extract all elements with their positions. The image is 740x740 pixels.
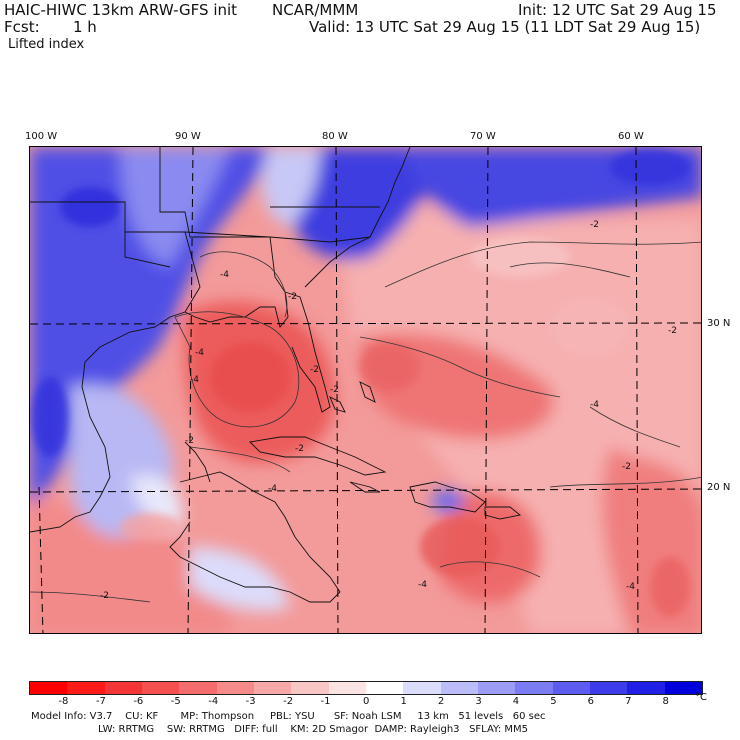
colorbar-segment (141, 682, 180, 694)
colorbar-segment (664, 682, 702, 694)
map-canvas: -4 -4 -2 -2 -4 -2 -2 -2 -4 -4 -2 -4 -2 -… (30, 147, 701, 633)
lat-label-30n: 30 N (707, 318, 731, 329)
colorbar-tick-label: -6 (133, 696, 144, 707)
colorbar-segment (179, 682, 217, 694)
contour-label: -2 (590, 220, 599, 230)
colorbar-tick-label: 7 (625, 696, 632, 707)
contour-label: -4 (195, 348, 204, 358)
colorbar-tick-label: -1 (320, 696, 331, 707)
colorbar-tick-label: 5 (550, 696, 557, 707)
colorbar-unit: °C (695, 692, 707, 703)
lon-label-90w: 90 W (175, 131, 201, 142)
model-info-line2: LW: RRTMG SW: RRTMG DIFF: full KM: 2D Sm… (98, 724, 528, 735)
colorbar-tick-label: 2 (437, 696, 445, 707)
contour-label: -2 (622, 462, 631, 472)
field-title: Lifted index (8, 37, 85, 52)
forecast-hour: 1 h (73, 18, 97, 36)
colorbar-segment (216, 682, 254, 694)
colorbar-tick-label: 0 (363, 696, 370, 707)
contour-label: -4 (220, 270, 229, 280)
model-info-line1: Model Info: V3.7 CU: KF MP: Thompson PBL… (31, 711, 546, 722)
colorbar-tick-label: -8 (58, 696, 69, 707)
field-texture (32, 149, 690, 617)
contour-label: -4 (268, 484, 277, 494)
colorbar-tick-label: 3 (475, 696, 482, 707)
colorbar-segment (253, 682, 292, 694)
lat-label-20n: 20 N (707, 482, 731, 493)
lon-label-100w: 100 W (25, 131, 58, 142)
colorbar-tick-label: 4 (512, 696, 520, 707)
lifted-index-map: -4 -4 -2 -2 -4 -2 -2 -2 -4 -4 -2 -4 -2 -… (29, 146, 702, 634)
contour-label: -4 (626, 582, 635, 592)
colorbar-segment (515, 682, 553, 694)
lon-label-60w: 60 W (618, 131, 644, 142)
forecast-label: Fcst: (4, 18, 40, 36)
valid-time: Valid: 13 UTC Sat 29 Aug 15 (11 LDT Sat … (309, 18, 701, 36)
lon-label-70w: 70 W (470, 131, 496, 142)
colorbar-segment (328, 682, 366, 694)
colorbar-tick-label: -2 (283, 696, 294, 707)
contour-label: -2 (185, 436, 194, 446)
colorbar (29, 681, 703, 695)
colorbar-segment (440, 682, 478, 694)
colorbar-segment (30, 682, 68, 694)
contour-label: -2 (100, 591, 109, 601)
contours (30, 241, 701, 603)
colorbar-tick-label: -4 (208, 696, 219, 707)
colorbar-segment (365, 682, 404, 694)
colorbar-segment (477, 682, 516, 694)
field-shading (30, 147, 701, 633)
colorbar-segment (67, 682, 105, 694)
lon-label-80w: 80 W (322, 131, 348, 142)
colorbar-tick-label: -7 (95, 696, 106, 707)
colorbar-segment (627, 682, 665, 694)
contour-label: -4 (190, 375, 199, 385)
init-time: Init: 12 UTC Sat 29 Aug 15 (518, 1, 717, 19)
colorbar-tick-label: 1 (400, 696, 407, 707)
colorbar-tick-label: 8 (662, 696, 669, 707)
latlon-grid (30, 147, 701, 633)
contour-label: -2 (668, 326, 677, 336)
colorbar-segment (291, 682, 329, 694)
contour-labels: -4 -4 -2 -2 -4 -2 -2 -2 -4 -4 -2 -4 -2 -… (100, 220, 677, 601)
org-label: NCAR/MMM (272, 1, 359, 19)
colorbar-tick-label: -5 (170, 696, 181, 707)
colorbar-segment (589, 682, 628, 694)
contour-label: -2 (330, 385, 339, 395)
contour-label: -4 (590, 400, 599, 410)
colorbar-segment (104, 682, 142, 694)
contour-label: -2 (295, 444, 304, 454)
contour-label: -4 (418, 580, 427, 590)
colorbar-tick-label: -3 (245, 696, 256, 707)
colorbar-segment (403, 682, 441, 694)
colorbar-segment (552, 682, 590, 694)
contour-label: -2 (310, 365, 319, 375)
colorbar-tick-label: 6 (587, 696, 595, 707)
model-title: HAIC-HIWC 13km ARW-GFS init (4, 1, 238, 19)
contour-label: -2 (288, 292, 297, 302)
